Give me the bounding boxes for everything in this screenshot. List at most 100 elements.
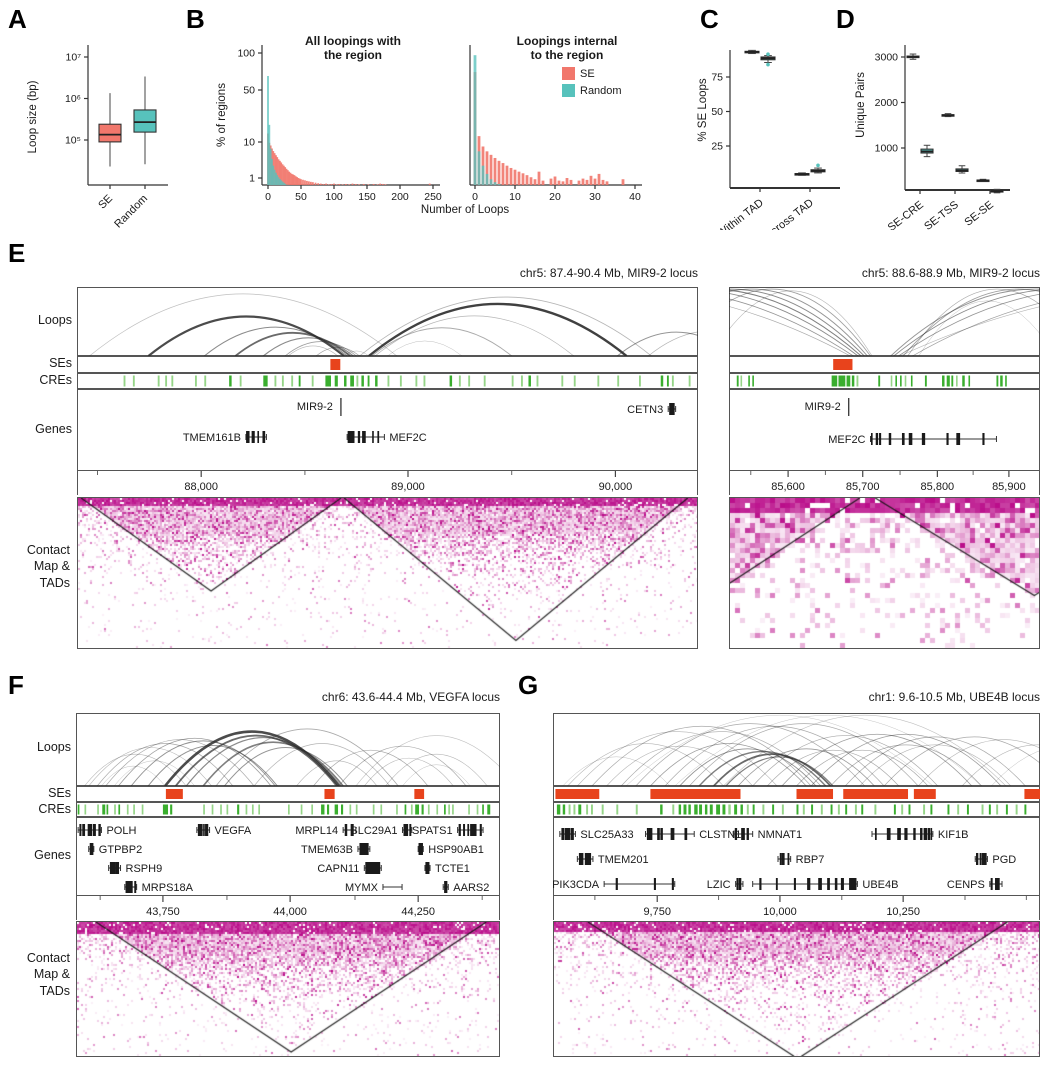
svg-text:LZIC: LZIC <box>707 879 731 891</box>
svg-text:25: 25 <box>711 141 723 153</box>
svg-text:40: 40 <box>629 191 641 203</box>
svg-text:MRPL14: MRPL14 <box>295 825 338 837</box>
svg-text:SLC25A33: SLC25A33 <box>580 829 633 841</box>
svg-text:AARS2: AARS2 <box>453 882 489 894</box>
svg-text:90,000: 90,000 <box>599 481 633 493</box>
track-label-ses-e: SEs <box>49 356 72 370</box>
svg-text:SLC29A1: SLC29A1 <box>350 825 397 837</box>
svg-text:Loopings internal: Loopings internal <box>517 34 618 48</box>
genome-tracks-g: SLC25A33 CLSTN1 NMNAT1 KIF1B TMEM201 RBP7 PGD P… <box>553 713 1040 920</box>
svg-text:44,250: 44,250 <box>401 906 435 918</box>
svg-text:TMEM201: TMEM201 <box>598 854 649 866</box>
svg-text:SE-CRE: SE-CRE <box>886 199 926 230</box>
track-label-loops-e: Loops <box>37 313 72 327</box>
svg-text:150: 150 <box>358 191 376 203</box>
svg-text:85,800: 85,800 <box>921 481 955 493</box>
track-label-genes-f: Genes <box>34 848 71 862</box>
svg-text:All loopings with: All loopings with <box>305 34 401 48</box>
svg-text:UBE4B: UBE4B <box>862 879 898 891</box>
track-label-genes-e: Genes <box>35 422 72 436</box>
svg-text:CLSTN1: CLSTN1 <box>699 829 741 841</box>
svg-text:Within TAD: Within TAD <box>715 197 765 230</box>
svg-text:250: 250 <box>424 191 442 203</box>
title-e-right: chr5: 88.6-88.9 Mb, MIR9-2 locus <box>861 266 1040 280</box>
svg-text:% SE Loops: % SE Loops <box>697 78 709 142</box>
panel-letter-b: B <box>186 4 205 34</box>
svg-text:MIR9-2: MIR9-2 <box>805 401 841 413</box>
svg-text:SE-SE: SE-SE <box>962 199 995 229</box>
title-f: chr6: 43.6-44.4 Mb, VEGFA locus <box>321 690 500 704</box>
svg-text:0: 0 <box>265 191 271 203</box>
svg-text:3000: 3000 <box>875 52 899 64</box>
svg-text:NMNAT1: NMNAT1 <box>758 829 802 841</box>
svg-text:SE-TSS: SE-TSS <box>922 199 961 230</box>
svg-text:88,000: 88,000 <box>184 481 218 493</box>
svg-text:TMEM63B: TMEM63B <box>301 844 353 856</box>
svg-text:to the region: to the region <box>531 48 604 62</box>
svg-text:100: 100 <box>325 191 343 203</box>
contact-map-e-left <box>77 497 698 649</box>
svg-text:POLH: POLH <box>106 825 136 837</box>
svg-text:CETN3: CETN3 <box>627 404 663 416</box>
svg-text:2000: 2000 <box>875 97 899 109</box>
panel-letter-e: E <box>8 238 26 268</box>
svg-text:89,000: 89,000 <box>391 481 425 493</box>
contact-map-g <box>553 921 1040 1057</box>
svg-text:200: 200 <box>391 191 409 203</box>
track-label-cres-e: CREs <box>39 373 72 387</box>
svg-text:50: 50 <box>295 191 307 203</box>
panel-letter-d: D <box>836 4 855 34</box>
track-label-map-f: Contact Map & TADs <box>26 951 70 998</box>
svg-text:HSP90AB1: HSP90AB1 <box>428 844 484 856</box>
track-label-loops-f: Loops <box>36 740 71 754</box>
svg-text:Random: Random <box>112 193 150 230</box>
panel-letter-a: A <box>8 4 27 34</box>
svg-text:PIK3CDA: PIK3CDA <box>553 879 600 891</box>
svg-text:10: 10 <box>509 191 521 203</box>
svg-text:MRPS18A: MRPS18A <box>142 882 194 894</box>
svg-text:% of regions: % of regions <box>216 83 228 147</box>
svg-text:1000: 1000 <box>875 143 899 155</box>
svg-text:44,000: 44,000 <box>273 906 307 918</box>
svg-text:Unique Pairs: Unique Pairs <box>855 72 867 138</box>
title-g: chr1: 9.6-10.5 Mb, UBE4B locus <box>868 690 1040 704</box>
genome-tracks-f: POLH VEGFA MRPL14 SLC29A1 SPATS1 GTPBP2 TMEM63… <box>76 713 500 920</box>
svg-text:10⁵: 10⁵ <box>65 135 81 147</box>
svg-text:PGD: PGD <box>992 854 1016 866</box>
svg-text:SE: SE <box>580 68 595 80</box>
svg-text:85,700: 85,700 <box>846 481 880 493</box>
svg-text:Across TAD: Across TAD <box>763 197 816 230</box>
svg-text:VEGFA: VEGFA <box>215 825 252 837</box>
svg-text:0: 0 <box>472 191 478 203</box>
genome-tracks-e-left: MIR9-2 CETN3 TMEM161B MEF2C 88,000 89,000 90,0… <box>77 287 698 495</box>
svg-text:SPATS1: SPATS1 <box>412 825 453 837</box>
svg-text:50: 50 <box>711 106 723 118</box>
panel-letter-g: G <box>518 670 539 700</box>
svg-text:KIF1B: KIF1B <box>938 829 969 841</box>
svg-text:CENPS: CENPS <box>947 879 985 891</box>
contact-map-e-right <box>729 497 1040 649</box>
svg-text:10: 10 <box>243 137 255 149</box>
svg-text:30: 30 <box>589 191 601 203</box>
svg-text:MYMX: MYMX <box>345 882 379 894</box>
svg-text:RSPH9: RSPH9 <box>126 863 163 875</box>
genome-tracks-e-right: MIR9-2 MEF2C 85,600 85,700 85,800 85,900 <box>729 287 1040 495</box>
svg-text:20: 20 <box>549 191 561 203</box>
svg-text:85,900: 85,900 <box>992 481 1026 493</box>
svg-text:SE: SE <box>96 193 115 212</box>
svg-text:50: 50 <box>243 85 255 97</box>
svg-text:RBP7: RBP7 <box>796 854 825 866</box>
svg-text:100: 100 <box>237 48 255 60</box>
track-label-cres-f: CREs <box>38 802 71 816</box>
svg-text:CAPN11: CAPN11 <box>317 863 359 875</box>
svg-text:TMEM161B: TMEM161B <box>183 432 241 444</box>
svg-text:Number of Loops: Number of Loops <box>421 204 509 216</box>
svg-text:TCTE1: TCTE1 <box>435 863 470 875</box>
svg-text:MEF2C: MEF2C <box>389 432 426 444</box>
svg-text:1: 1 <box>249 173 255 185</box>
